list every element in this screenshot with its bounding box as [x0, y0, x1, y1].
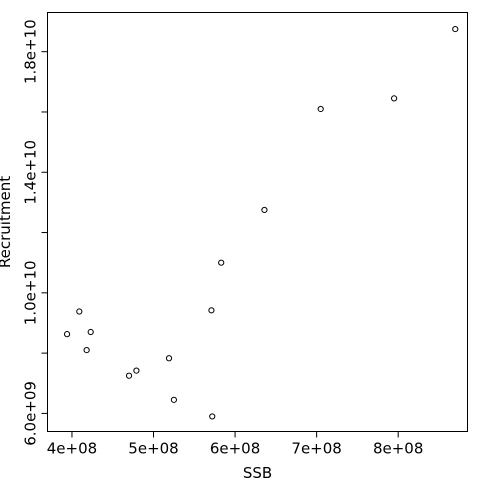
- data-point: [87, 328, 94, 336]
- x-tick-label: 6e+08: [210, 440, 260, 458]
- y-axis: 6.0e+09 1.0e+10 1.4e+10 1.8e+10: [22, 19, 48, 446]
- data-point: [170, 396, 178, 403]
- data-point: [209, 413, 216, 420]
- y-tick-label: 1.0e+10: [22, 260, 40, 325]
- data-point: [63, 331, 71, 338]
- x-tick-label: 4e+08: [47, 440, 97, 458]
- data-point: [208, 307, 215, 314]
- data-point: [76, 308, 83, 315]
- data-point: [83, 347, 90, 354]
- x-axis-title: SSB: [243, 464, 272, 480]
- x-axis: 4e+08 5e+08 6e+08 7e+08 8e+08: [47, 431, 423, 458]
- data-point: [218, 259, 225, 266]
- y-tick-label: 6.0e+09: [22, 381, 40, 446]
- data-point: [452, 25, 459, 33]
- data-point: [391, 95, 398, 102]
- data-point: [261, 206, 268, 214]
- data-point: [317, 105, 324, 113]
- data-points: [63, 25, 459, 420]
- plot-frame: [47, 12, 468, 432]
- y-tick-label: 1.4e+10: [22, 140, 40, 205]
- x-tick-label: 8e+08: [373, 440, 423, 458]
- data-point: [125, 372, 133, 379]
- x-tick-label: 7e+08: [291, 440, 341, 458]
- x-tick-label: 5e+08: [128, 440, 178, 458]
- y-axis-title: Recruitment: [0, 176, 14, 268]
- data-point: [133, 367, 140, 374]
- y-tick-label: 1.8e+10: [22, 19, 40, 84]
- data-point: [165, 355, 173, 362]
